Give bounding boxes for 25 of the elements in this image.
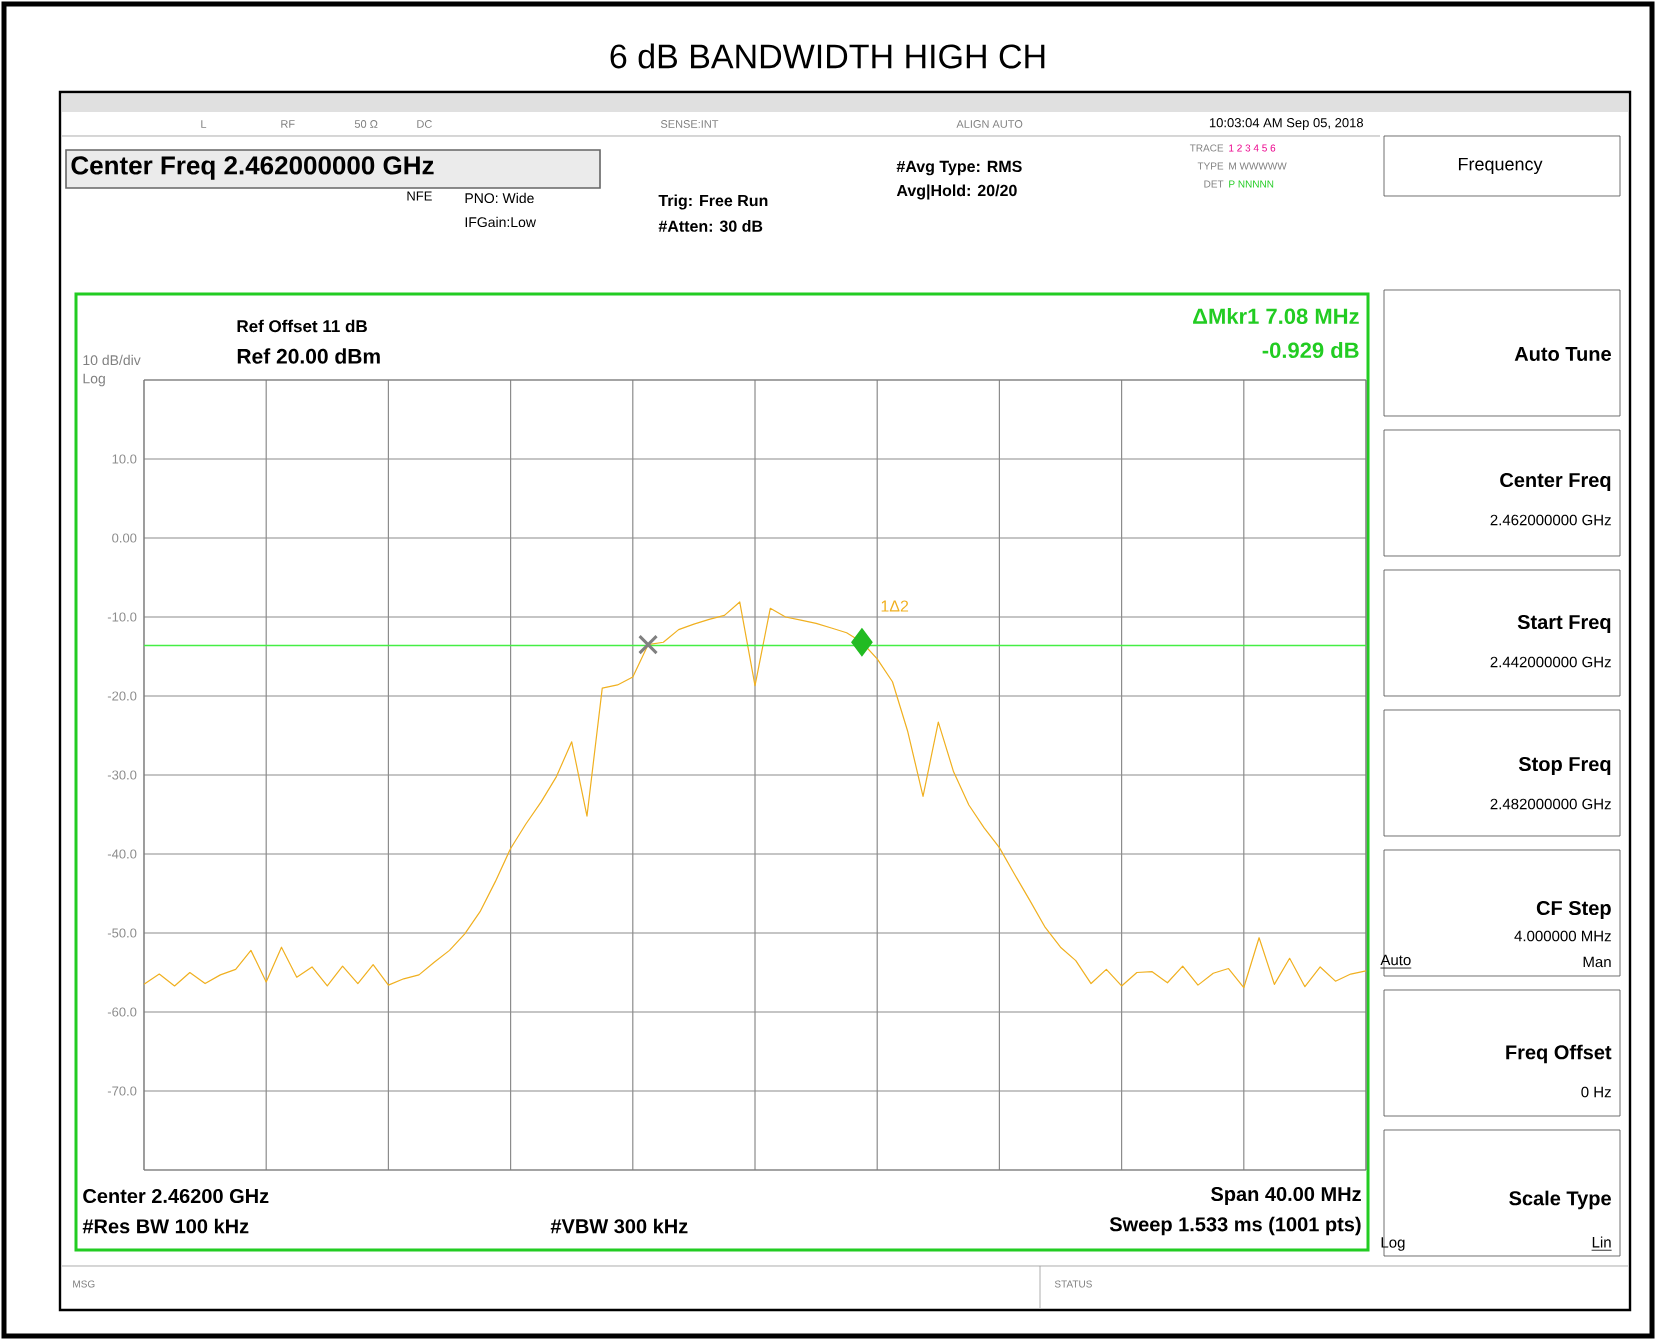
annotation: 1Δ2 (881, 600, 909, 612)
text: Auto Tune (1514, 347, 1611, 361)
text: Start Freq (1517, 614, 1611, 634)
text: ΔMkr1 7.08 MHz (1193, 307, 1359, 325)
text: Scale Type (1509, 1190, 1611, 1210)
text: #Avg Type: RMS (896, 160, 1022, 176)
text: Avg|Hold: 20/20 (896, 184, 1017, 200)
text: Frequency (1458, 157, 1543, 175)
text: #VBW 300 kHz (550, 1218, 688, 1234)
text: #Res BW 100 kHz (82, 1218, 249, 1234)
text: Center Freq (1500, 472, 1611, 492)
text: CF Step (1536, 900, 1611, 920)
text: -0.929 dB (1262, 341, 1359, 359)
text: Center 2.46200 GHz (83, 1188, 269, 1204)
text: Center Freq 2.462000000 GHz (71, 156, 434, 180)
text: Freq Offset (1506, 1044, 1612, 1064)
line-series (143, 601, 1367, 989)
text: #Atten: 30 dB (658, 220, 763, 232)
text: Sweep 1.533 ms (1001 pts) (1109, 1216, 1361, 1236)
text: Ref 20.00 dBm (237, 348, 380, 364)
text: Trig: Free Run (658, 194, 768, 210)
text: Stop Freq (1518, 756, 1611, 776)
chart-title: 6 dB BANDWIDTH HIGH CH (610, 43, 1045, 69)
text: Span 40.00 MHz (1211, 1186, 1361, 1206)
text: Ref Offset 11 dB (237, 319, 367, 333)
